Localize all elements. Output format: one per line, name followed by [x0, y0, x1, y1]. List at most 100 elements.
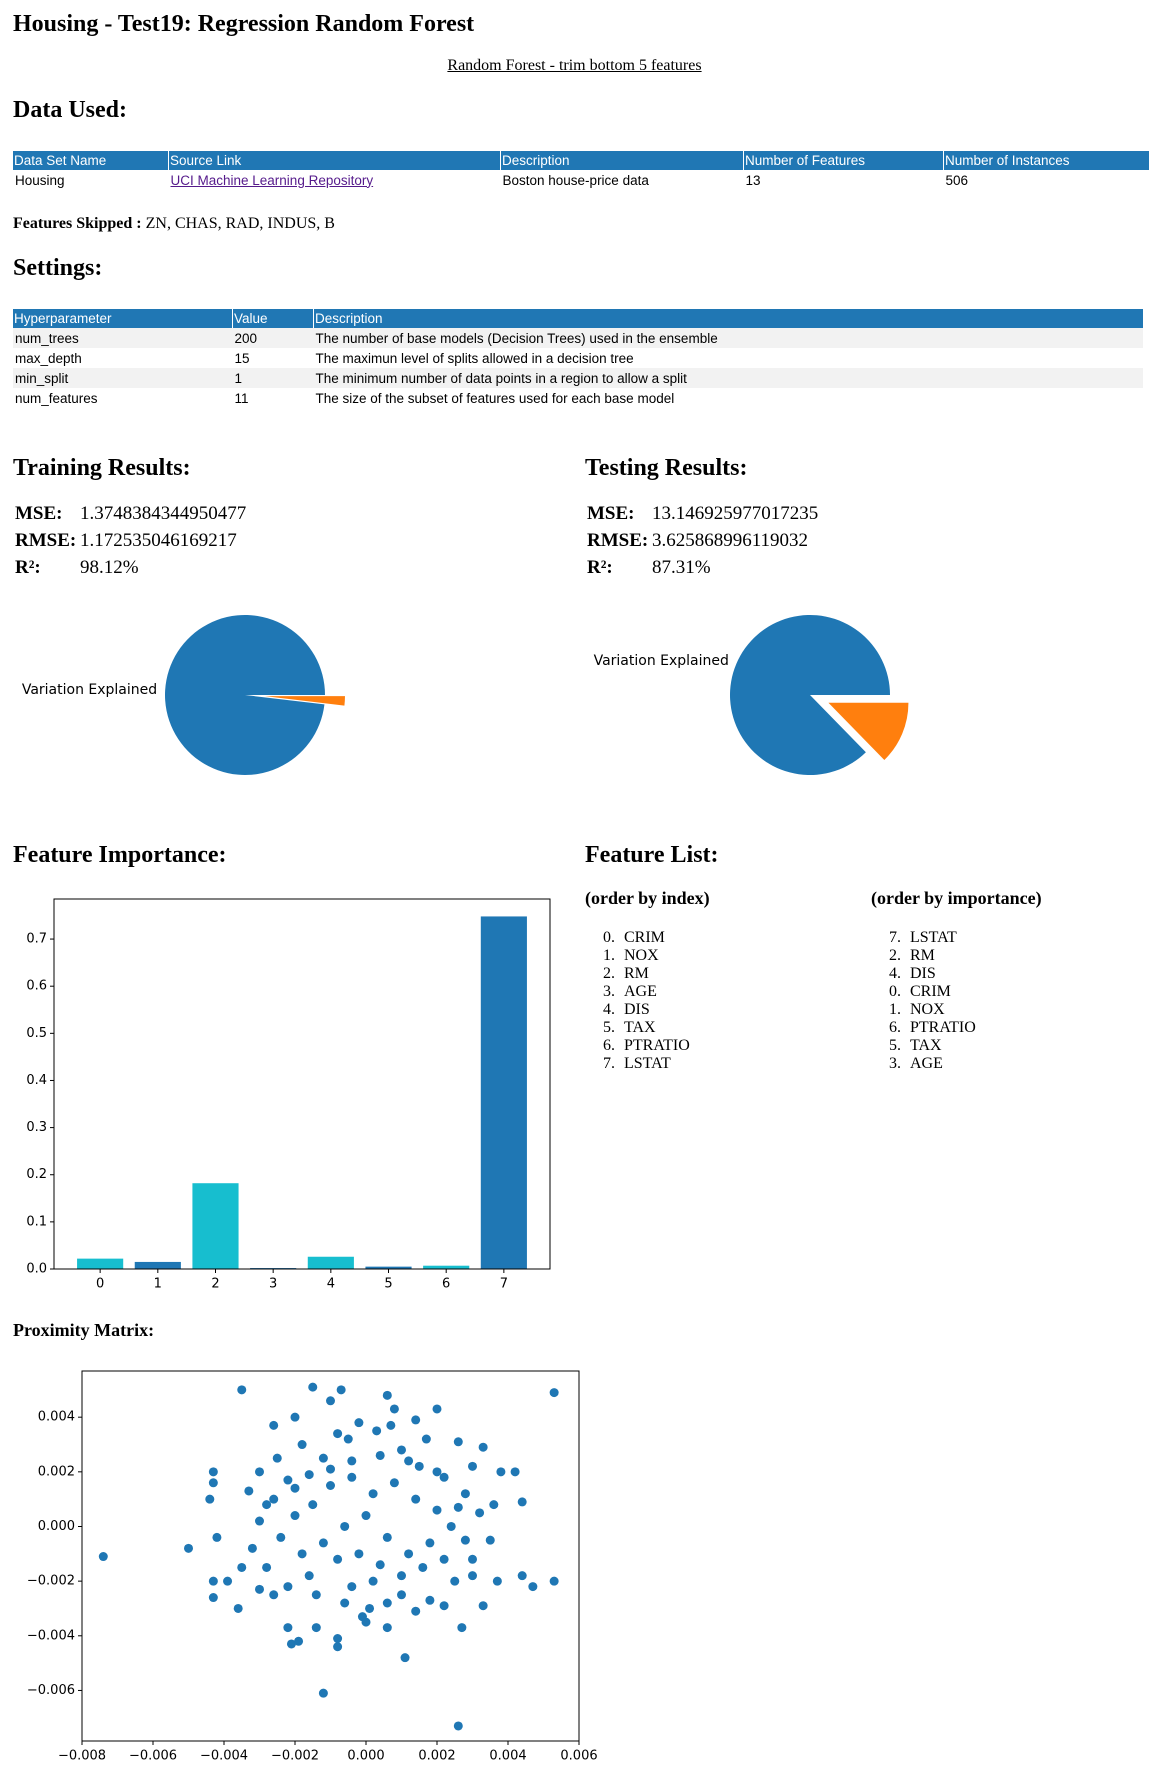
point [184, 1543, 193, 1553]
table-row: num_features 11 The size of the subset of … [13, 388, 1143, 408]
point [397, 1445, 406, 1455]
point [276, 1532, 286, 1542]
point [468, 1554, 477, 1564]
point [208, 1593, 218, 1603]
list-name: NOX [910, 1001, 945, 1018]
x-tick-label: 2 [211, 1277, 219, 1292]
point [205, 1494, 215, 1504]
point [439, 1472, 449, 1482]
point [411, 1606, 421, 1616]
point [326, 1480, 335, 1490]
metric-value: 1.3748384344950477 [80, 503, 247, 524]
table-cell: 1 [232, 368, 314, 388]
metric-value: 3.625868996119032 [652, 530, 809, 551]
point [255, 1584, 264, 1594]
report-link[interactable]: Random Forest - trim bottom 5 features [447, 57, 702, 74]
point [311, 1623, 321, 1633]
bar [423, 1265, 470, 1269]
point [549, 1576, 559, 1586]
y-tick-label: −0.004 [27, 1628, 75, 1643]
table-row: min_split 1 The minimum number of data poi… [13, 368, 1143, 388]
point [269, 1590, 279, 1600]
page-title: Housing - Test19: Regression Random Fore… [13, 11, 475, 37]
section-heading: Proximity Matrix: [13, 1320, 155, 1340]
point [333, 1554, 343, 1564]
point [478, 1442, 488, 1452]
bar [134, 1261, 181, 1269]
list-index: 1. [603, 947, 615, 964]
point [297, 1549, 307, 1559]
point [453, 1721, 463, 1731]
point [528, 1582, 538, 1592]
point [389, 1404, 399, 1414]
point [478, 1601, 488, 1611]
point [411, 1494, 421, 1504]
point [425, 1595, 435, 1605]
point [340, 1521, 350, 1531]
table-cell: The size of the subset of features used … [315, 390, 675, 406]
table-cell: UCI Machine Learning Repository [169, 170, 501, 190]
list-name: LSTAT [624, 1055, 671, 1072]
table-row: num_trees 200 The number of base models (D… [13, 328, 1143, 348]
point [208, 1478, 218, 1488]
x-tick-label: 0 [96, 1277, 104, 1292]
point [318, 1538, 328, 1548]
metric-value: 1.172535046169217 [80, 530, 237, 551]
table-cell: The maximun level of splits allowed in a… [315, 350, 634, 366]
point [333, 1642, 343, 1652]
y-tick-label: 0.6 [26, 979, 47, 994]
header-row: Data Set Name Source Link Description Numbe… [13, 151, 1149, 170]
column-header: Data Set Name [13, 151, 169, 170]
source-link[interactable]: UCI Machine Learning Repository [170, 172, 374, 188]
point [223, 1576, 233, 1586]
x-tick-label: 0.006 [560, 1749, 597, 1764]
list-name: DIS [624, 1001, 650, 1018]
y-tick-label: 0.4 [26, 1073, 47, 1088]
header-row: Hyperparameter Value Description [13, 309, 1143, 328]
point [375, 1450, 385, 1460]
point [460, 1535, 470, 1545]
column-header: Value [232, 309, 314, 328]
bar [192, 1183, 239, 1269]
point [368, 1576, 378, 1586]
point [418, 1562, 428, 1572]
point [247, 1543, 257, 1553]
data-table: Data Set Name Source Link Description Numbe… [13, 151, 1149, 190]
column-header: Number of Instances [943, 151, 1149, 170]
point [340, 1598, 350, 1608]
list-name: AGE [910, 1055, 943, 1072]
list-index: 7. [603, 1055, 615, 1072]
point [400, 1653, 410, 1663]
point [468, 1461, 477, 1471]
x-tick-label: 4 [327, 1277, 335, 1292]
point [286, 1639, 296, 1649]
point [450, 1576, 460, 1586]
metric-label: MSE: [15, 503, 63, 524]
point [361, 1511, 371, 1521]
point [318, 1453, 328, 1463]
section-heading: Data Used: [13, 97, 127, 123]
table-cell: The number of base models (Decision Tree… [313, 328, 1143, 348]
point [446, 1521, 456, 1531]
point [510, 1467, 520, 1477]
section-heading: Training Results: [13, 455, 191, 481]
y-tick-label: −0.002 [27, 1574, 75, 1589]
point [208, 1467, 218, 1477]
table-cell: min_split [13, 368, 233, 388]
point [343, 1434, 353, 1444]
table-cell: num_features [15, 390, 98, 406]
point [460, 1489, 470, 1499]
x-tick-label: 0.004 [489, 1749, 526, 1764]
list-title: (order by index) [585, 888, 710, 908]
pie-slice [730, 615, 890, 775]
table-cell: Boston house-price data [502, 172, 649, 188]
table-cell: 506 [945, 172, 969, 188]
x-tick-label: 7 [500, 1277, 508, 1292]
list-index: 0. [889, 983, 901, 1000]
x-tick-label: −0.004 [200, 1749, 248, 1764]
pie-slice [165, 615, 325, 776]
x-tick-label: 6 [442, 1277, 450, 1292]
point [212, 1532, 222, 1542]
y-tick-label: 0.0 [26, 1262, 47, 1277]
column-header: Description [313, 309, 1143, 328]
